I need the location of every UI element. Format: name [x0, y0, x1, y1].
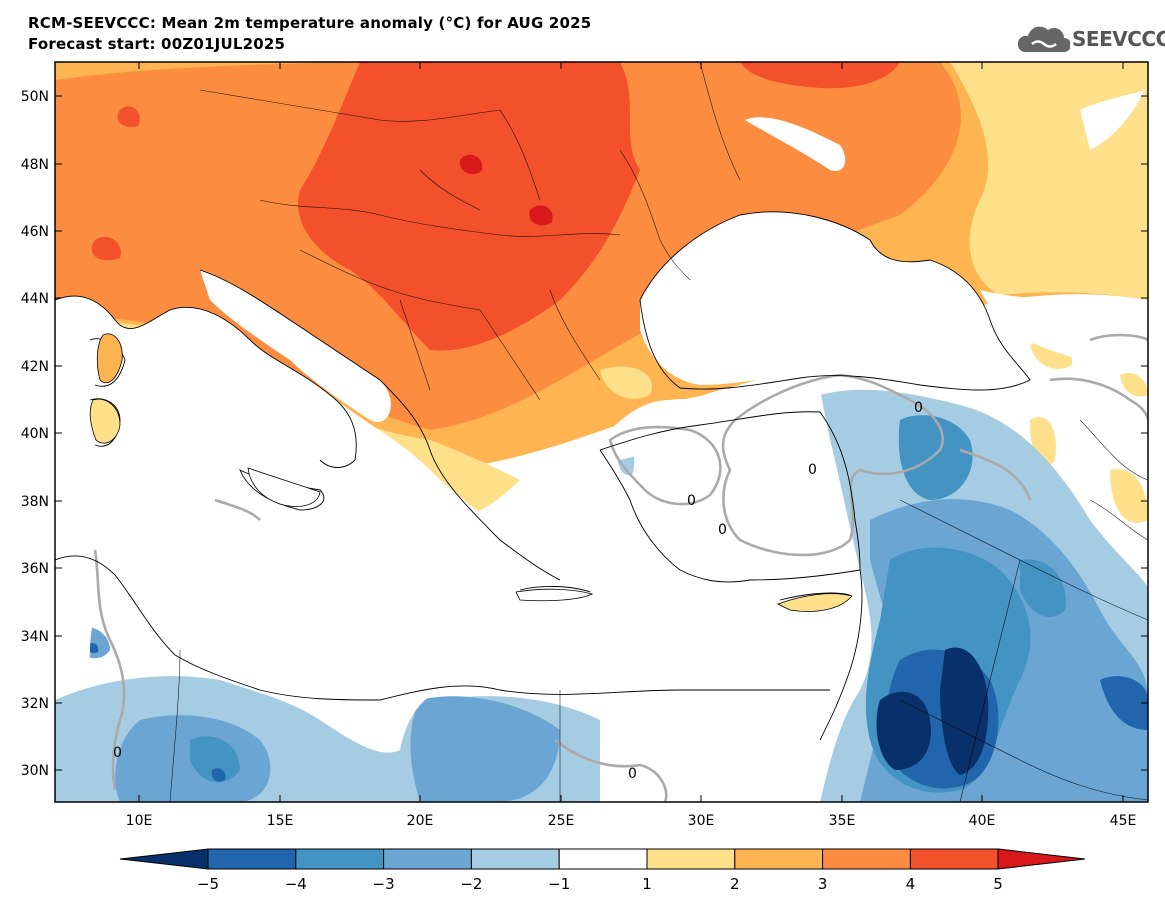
lon-axis: 10E 15E 20E 25E 30E 35E 40E 45E: [126, 62, 1137, 829]
lat-tick-label: 44N: [21, 291, 49, 307]
lon-tick-label: 20E: [407, 813, 434, 829]
lat-tick-label: 48N: [21, 157, 49, 173]
colorbar-segment: [207, 848, 297, 870]
lat-tick-label: 40N: [21, 426, 49, 442]
country-borders: [169, 62, 1148, 802]
colorbar-segment: [383, 848, 472, 870]
cloud-icon: [1018, 26, 1070, 52]
lon-tick-label: 40E: [969, 813, 996, 829]
colorbar-tick-label: 3: [818, 875, 828, 893]
colorbar-tick-label: −2: [460, 875, 482, 893]
colorbar: −5 −4 −3 −2 −1 1 2 3 4 5: [119, 848, 1086, 893]
lat-tick-label: 36N: [21, 561, 49, 577]
contour-label-0: 0: [808, 462, 817, 478]
colorbar-segment: [822, 848, 911, 870]
lon-tick-label: 10E: [126, 813, 153, 829]
lat-tick-label: 30N: [21, 763, 49, 779]
lat-axis: 50N 48N 46N 44N 42N 40N 38N 36N 34N 32N …: [21, 89, 1148, 779]
islands: [89, 333, 853, 612]
contour-label-0: 0: [113, 745, 122, 761]
colorbar-tick-label: −1: [548, 875, 570, 893]
contour-label-0: 0: [718, 522, 727, 538]
map-title: RCM-SEEVCCC: Mean 2m temperature anomaly…: [28, 14, 592, 32]
colorbar-tick-label: −3: [373, 875, 395, 893]
colorbar-tick-label: −5: [197, 875, 219, 893]
lon-tick-label: 45E: [1110, 813, 1137, 829]
colorbar-low-arrow: [119, 848, 209, 870]
forecast-start: Forecast start: 00Z01JUL2025: [28, 35, 286, 53]
lat-tick-label: 32N: [21, 696, 49, 712]
colorbar-tick-label: 5: [993, 875, 1003, 893]
colorbar-tick-label: −4: [285, 875, 307, 893]
colorbar-segment: [470, 848, 560, 870]
colorbar-tick-label: 1: [642, 875, 652, 893]
lat-tick-label: 46N: [21, 224, 49, 240]
contour-label-0: 0: [914, 400, 923, 416]
lat-tick-label: 42N: [21, 359, 49, 375]
colorbar-segment: [646, 848, 736, 870]
lat-tick-label: 50N: [21, 89, 49, 105]
lon-tick-label: 15E: [267, 813, 294, 829]
contour-label-0: 0: [628, 766, 637, 782]
colorbar-segment: [558, 848, 648, 870]
map-frame: [54, 61, 1149, 803]
colorbar-tick-label: 4: [906, 875, 916, 893]
colorbar-segment: [909, 848, 999, 870]
anomaly-field: 0 0 0 0 0 0: [55, 62, 1148, 802]
contour-label-0: 0: [687, 493, 696, 509]
colorbar-segment: [734, 848, 824, 870]
lon-tick-label: 25E: [548, 813, 575, 829]
colorbar-high-arrow: [997, 848, 1086, 870]
lat-tick-label: 38N: [21, 494, 49, 510]
seevccc-logo: SEEVCCC: [1018, 22, 1165, 56]
logo-text: SEEVCCC: [1072, 27, 1165, 51]
colorbar-tick-label: 2: [730, 875, 740, 893]
lon-tick-label: 35E: [829, 813, 856, 829]
colorbar-segment: [295, 848, 385, 870]
lat-tick-label: 34N: [21, 629, 49, 645]
lon-tick-label: 30E: [688, 813, 715, 829]
